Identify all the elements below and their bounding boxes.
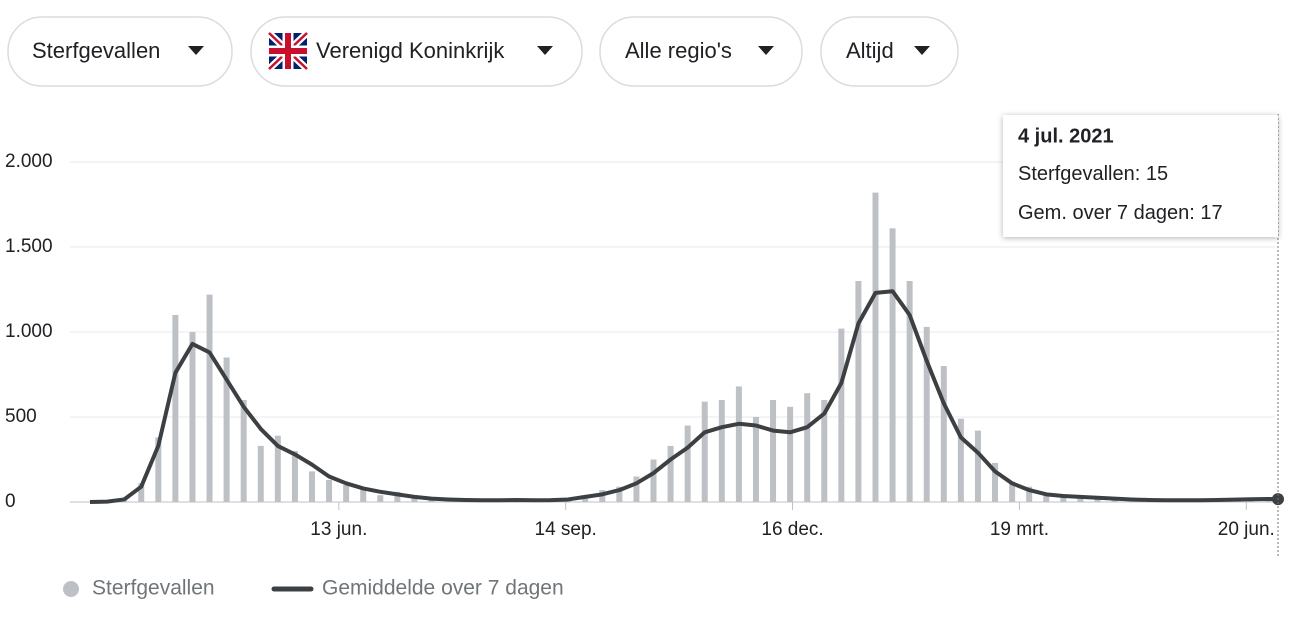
bar — [274, 435, 281, 502]
bar — [633, 476, 640, 502]
tooltip: 4 jul. 2021 Sterfgevallen: 15 Gem. over … — [1003, 115, 1278, 237]
legend-label: Sterfgevallen — [92, 577, 215, 600]
bar — [138, 483, 145, 502]
bar — [1009, 481, 1016, 502]
caret — [914, 46, 930, 55]
bar — [326, 479, 333, 502]
filter-label[interactable]: Verenigd Koninkrijk — [316, 38, 505, 63]
bar — [735, 386, 742, 502]
bar — [804, 393, 811, 502]
bar — [1043, 493, 1050, 502]
filter-label[interactable]: Sterfgevallen — [32, 38, 160, 63]
tooltip-key: Gem. over 7 dagen: — [1018, 202, 1195, 224]
bar — [155, 437, 162, 502]
filter-label[interactable]: Alle regio's — [625, 38, 732, 63]
bar — [718, 400, 725, 502]
filter-metric[interactable]: Sterfgevallen — [7, 16, 233, 87]
caret — [188, 46, 204, 55]
pill[interactable] — [250, 16, 583, 87]
bar — [616, 486, 623, 502]
tooltip-value: 15 — [1146, 163, 1168, 185]
bar — [923, 326, 930, 502]
y-tick-label: 2.000 — [5, 151, 53, 172]
y-tick-label: 500 — [5, 406, 37, 427]
bar — [667, 445, 674, 502]
plot: 0 500 1.000 1.500 2.000 13 jun. 14 sep. 16 dec.… — [5, 151, 1284, 540]
tooltip-key: Sterfgevallen: — [1018, 163, 1140, 185]
bar — [992, 462, 999, 502]
filter-region[interactable]: Alle regio's — [599, 16, 803, 87]
bar — [684, 425, 691, 502]
pill[interactable] — [820, 16, 959, 87]
filter-country[interactable]: Verenigd Koninkrijk — [250, 16, 583, 87]
bar — [1026, 486, 1033, 502]
tooltip-box — [1003, 115, 1278, 237]
bar — [394, 491, 401, 502]
tooltip-row: Sterfgevallen: 15 — [1018, 163, 1168, 185]
bar — [889, 228, 896, 503]
bar — [701, 401, 708, 502]
bar — [1094, 498, 1101, 502]
bar — [1060, 495, 1067, 502]
bar — [838, 328, 845, 502]
bar — [206, 294, 213, 502]
bar — [752, 417, 759, 502]
filter-label[interactable]: Altijd — [846, 38, 894, 63]
bar — [343, 485, 350, 502]
bar — [291, 451, 298, 502]
bar — [360, 488, 367, 502]
tooltip-value: 17 — [1200, 202, 1222, 224]
caret — [758, 46, 774, 55]
y-tick-label: 1.500 — [5, 236, 53, 257]
bar — [957, 418, 964, 502]
caret — [537, 46, 553, 55]
bar — [308, 471, 315, 502]
tooltip-date: 4 jul. 2021 — [1018, 125, 1114, 147]
bar — [411, 498, 418, 502]
bar — [872, 192, 879, 502]
x-tick-label: 14 sep. — [535, 519, 597, 540]
x-tick-label: 16 dec. — [761, 519, 823, 540]
bar — [257, 445, 264, 502]
bar — [650, 459, 657, 502]
y-tick-label: 1.000 — [5, 321, 53, 342]
bar — [377, 495, 384, 502]
bar — [974, 430, 981, 502]
x-tick-label: 20 jun. — [1218, 519, 1275, 540]
bar — [906, 281, 913, 502]
x-tick-label: 13 jun. — [310, 519, 367, 540]
pill[interactable] — [599, 16, 803, 87]
bar — [787, 406, 794, 502]
pill[interactable] — [7, 16, 233, 87]
x-tick-label: 19 mrt. — [990, 519, 1049, 540]
average-line — [89, 289, 1279, 504]
bar — [940, 366, 947, 502]
bar — [1077, 496, 1084, 502]
legend-swatch — [63, 581, 79, 597]
bar — [240, 400, 247, 502]
bar — [172, 315, 179, 502]
bar — [223, 357, 230, 502]
y-tick-label: 0 — [5, 491, 16, 512]
bar — [821, 400, 828, 502]
tooltip-row: Gem. over 7 dagen: 17 — [1018, 202, 1223, 224]
bar — [855, 281, 862, 502]
bar — [189, 332, 196, 502]
filter-period[interactable]: Altijd — [820, 16, 959, 87]
legend-label: Gemiddelde over 7 dagen — [322, 577, 564, 600]
legend: Sterfgevallen Gemiddelde over 7 dagen — [63, 577, 564, 600]
bar — [770, 400, 777, 502]
flag — [266, 30, 310, 72]
